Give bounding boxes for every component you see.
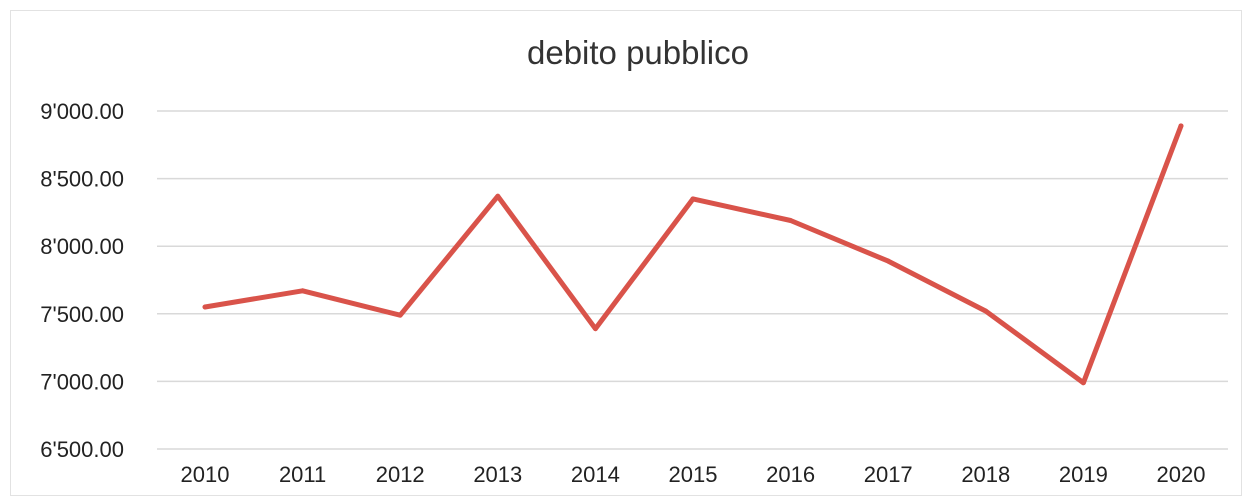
data-point-2019 — [1081, 380, 1086, 386]
x-tick-label: 2013 — [473, 462, 522, 487]
x-tick-label: 2010 — [181, 462, 230, 487]
data-point-2015 — [690, 196, 696, 202]
y-tick-label: 8'500.00 — [40, 167, 124, 192]
x-tick-label: 2016 — [766, 462, 815, 487]
data-point-2011 — [300, 288, 305, 294]
x-tick-label: 2014 — [571, 462, 620, 487]
data-point-2016 — [788, 218, 793, 223]
gridlines — [157, 110, 1228, 450]
chart-frame — [10, 10, 1242, 496]
series-line-0 — [202, 123, 1184, 386]
data-point-2010 — [202, 304, 208, 310]
x-tick-label: 2020 — [1157, 462, 1206, 487]
series-lines — [202, 123, 1184, 386]
x-tick-label: 2015 — [669, 462, 718, 487]
x-tick-label: 2019 — [1059, 462, 1108, 487]
y-axis-tick-labels: 6'500.00 7'000.00 7'500.00 8'000.00 8'500.00… — [40, 99, 124, 462]
chart-title: debito pubblico — [527, 34, 749, 71]
data-point-2017 — [885, 258, 891, 264]
y-tick-label: 8'000.00 — [40, 234, 124, 259]
x-tick-label: 2012 — [376, 462, 425, 487]
x-axis-tick-labels: 2010 2011 2012 2013 2014 2015 2016 2017 2018 2019… — [181, 462, 1206, 487]
y-tick-label: 6'500.00 — [40, 437, 124, 462]
data-point-2013 — [495, 193, 501, 199]
x-tick-label: 2018 — [961, 462, 1010, 487]
x-tick-label: 2017 — [864, 462, 913, 487]
y-tick-label: 7'000.00 — [40, 369, 124, 394]
data-point-2014 — [593, 326, 598, 332]
data-point-2020 — [1178, 123, 1184, 129]
y-tick-label: 7'500.00 — [40, 302, 124, 327]
x-tick-label: 2011 — [279, 462, 326, 487]
y-tick-label: 9'000.00 — [40, 99, 124, 124]
data-point-2012 — [397, 312, 403, 318]
data-point-2018 — [983, 308, 989, 314]
